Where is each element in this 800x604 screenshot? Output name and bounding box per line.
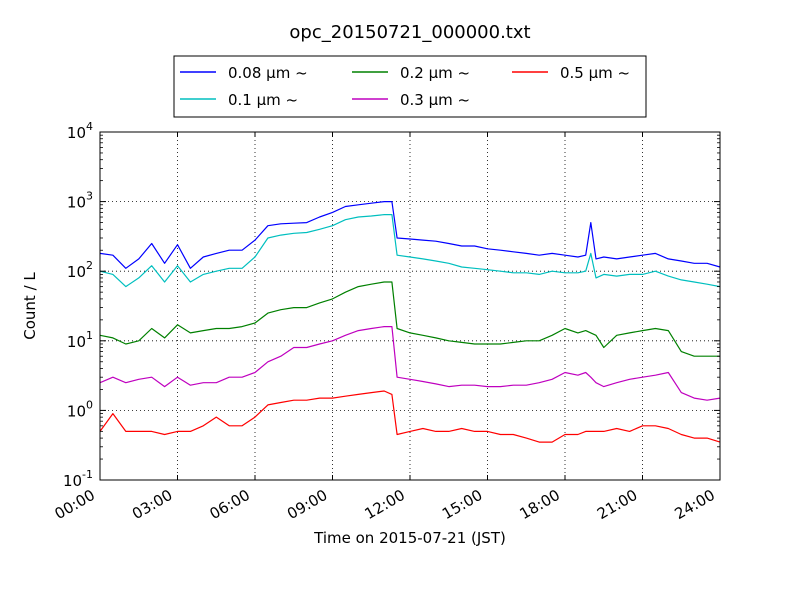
chart-title: opc_20150721_000000.txt [289, 22, 530, 43]
x-tick-label: 06:00 [207, 486, 253, 523]
series-line [99, 390, 721, 443]
y-tick-label: 104 [67, 120, 93, 142]
grid [100, 132, 720, 480]
plot-frame [100, 132, 720, 480]
legend-label: 0.08 μm ~ [228, 64, 308, 82]
x-tick-label: 24:00 [672, 486, 718, 523]
legend: 0.08 μm ~ 0.1 μm ~ 0.2 μm ~ 0.3 μm ~ 0.5 μm … [173, 55, 647, 118]
y-tick-label: 102 [67, 259, 93, 281]
x-tick-label: 18:00 [517, 486, 563, 523]
series-line [99, 326, 721, 401]
y-tick-label: 103 [67, 190, 93, 212]
x-tick-labels: 00:00 03:00 06:00 09:00 12:00 15:00 18:00 21:00… [52, 486, 718, 523]
x-tick-label: 09:00 [284, 486, 330, 523]
plot-area [99, 131, 721, 481]
ticks [99, 131, 721, 481]
legend-items: 0.08 μm ~ 0.1 μm ~ 0.2 μm ~ 0.3 μm ~ 0.5 μm … [180, 64, 630, 109]
y-tick-label: 101 [67, 329, 93, 351]
legend-box [173, 55, 647, 118]
x-tick-label: 15:00 [439, 486, 485, 523]
legend-label: 0.5 μm ~ [560, 64, 630, 82]
series-line [99, 214, 721, 288]
series-line [99, 281, 720, 357]
x-tick-label: 12:00 [362, 486, 408, 523]
x-axis-label: Time on 2015-07-21 (JST) [313, 529, 506, 547]
y-axis-label: Count / L [21, 272, 39, 340]
legend-label: 0.3 μm ~ [400, 91, 470, 109]
y-tick-label: 10-1 [63, 468, 93, 490]
series-layer [99, 201, 721, 443]
y-tick-labels: 10-1 100 101 102 103 104 [63, 120, 93, 490]
x-tick-label: 21:00 [594, 486, 640, 523]
legend-label: 0.1 μm ~ [228, 91, 298, 109]
x-tick-label: 00:00 [52, 486, 98, 523]
series-line [99, 201, 721, 269]
y-tick-label: 100 [67, 398, 93, 420]
x-tick-label: 03:00 [129, 486, 175, 523]
legend-label: 0.2 μm ~ [400, 64, 470, 82]
